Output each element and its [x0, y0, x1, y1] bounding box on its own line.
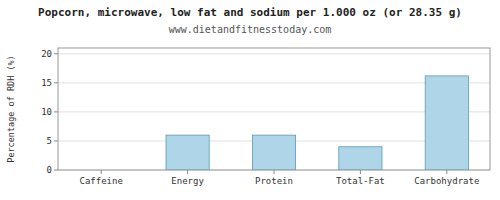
y-tick-label: 0	[47, 165, 52, 175]
y-tick	[54, 82, 58, 83]
y-tick	[54, 170, 58, 171]
chart-svg: Popcorn, microwave, low fat and sodium p…	[0, 0, 500, 200]
y-tick	[54, 140, 58, 141]
x-tick	[360, 170, 361, 174]
y-tick-label: 15	[41, 78, 52, 88]
chart-container: Popcorn, microwave, low fat and sodium p…	[0, 0, 500, 200]
x-tick-label: Protein	[255, 176, 293, 186]
x-tick	[187, 170, 188, 174]
bar	[252, 135, 295, 170]
subtitle: www.dietandfitnesstoday.com	[169, 24, 332, 35]
title: Popcorn, microwave, low fat and sodium p…	[38, 6, 462, 19]
bars	[166, 76, 468, 170]
y-axis-label: Percentage of RDH (%)	[6, 55, 16, 162]
plot-frame	[58, 48, 490, 170]
x-tick	[446, 170, 447, 174]
x-tick-label: Energy	[171, 176, 204, 186]
grid-line	[58, 53, 490, 54]
x-tick-label: Caffeine	[80, 176, 123, 186]
x-tick-label: Total-Fat	[336, 176, 385, 186]
bar	[425, 76, 468, 170]
y-tick	[54, 111, 58, 112]
x-tick	[101, 170, 102, 174]
bar	[339, 147, 382, 170]
y-tick	[54, 53, 58, 54]
bar	[166, 135, 209, 170]
y-tick-label: 5	[47, 136, 52, 146]
grid	[58, 54, 490, 170]
x-tick	[274, 170, 275, 174]
y-tick-label: 20	[41, 49, 52, 59]
x-tick-label: Carbohydrate	[414, 176, 479, 186]
y-tick-label: 10	[41, 107, 52, 117]
